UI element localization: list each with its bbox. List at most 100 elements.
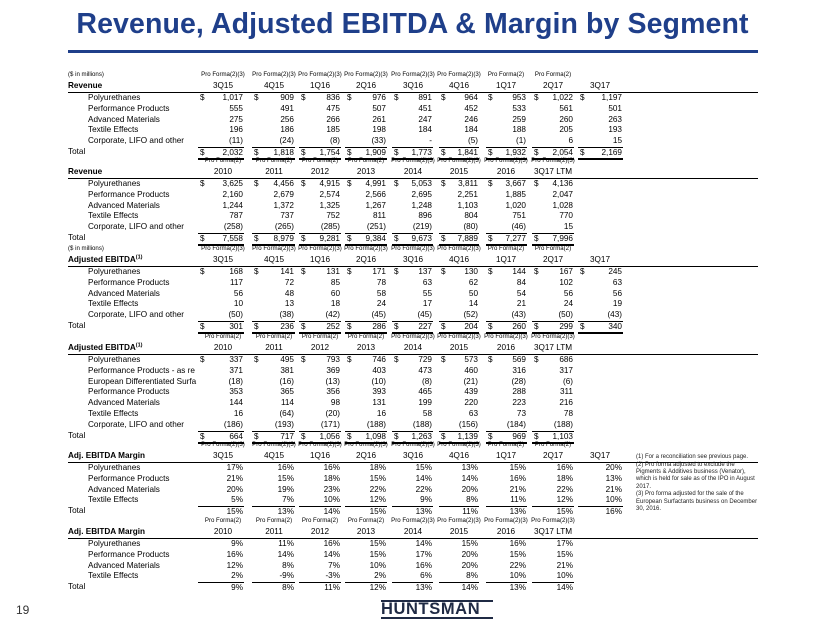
table-cell: 56 xyxy=(612,288,622,298)
table-cell: 8% xyxy=(282,560,294,570)
table-cell: (188) xyxy=(553,420,573,430)
total-label: Total xyxy=(68,431,86,441)
table-cell: (16) xyxy=(279,376,294,386)
table-cell: 896 xyxy=(418,211,432,221)
pro-forma-label: Pro Forma(2)(3) xyxy=(298,245,342,252)
table-cell: 185 xyxy=(326,125,340,135)
table-cell: (50) xyxy=(228,310,243,320)
table-cell: 14% xyxy=(415,538,432,548)
period-header: 1Q17 xyxy=(495,80,517,90)
pro-forma-row: Pro Forma(2) Pro Forma(2) Pro Forma(2) Pro … xyxy=(68,332,758,343)
row-label: Textile Effects xyxy=(88,571,139,581)
table-cell: 15% xyxy=(556,549,573,559)
row-label: Corporate, LIFO and other xyxy=(88,136,185,146)
table-cell: 369 xyxy=(326,365,340,375)
table-row: Advanced Materials 56 48 60 58 55 50 54 56 56 xyxy=(68,289,758,300)
table-cell: 964 xyxy=(464,92,478,102)
pro-forma-row: Pro Forma(2) Pro Forma(2) Pro Forma(2) Pro … xyxy=(68,156,758,167)
dollar-sign: $ xyxy=(347,266,352,276)
period-header: 1Q16 xyxy=(309,80,331,90)
table-cell: (21) xyxy=(463,376,478,386)
dollar-sign: $ xyxy=(301,148,306,158)
pro-forma-label: Pro Forma(2) xyxy=(255,517,293,524)
dollar-sign: $ xyxy=(394,322,399,332)
period-header: 2010 xyxy=(213,342,233,352)
total-value: 1,263 xyxy=(411,432,433,442)
table-cell: 14% xyxy=(323,549,340,559)
row-label: Performance Products xyxy=(88,473,170,483)
dollar-sign: $ xyxy=(200,432,205,442)
period-header: 3Q16 xyxy=(402,80,424,90)
table-cell: 188 xyxy=(512,125,526,135)
table-row: Polyurethanes $337 $495 $793 $746 $729 $573 $56… xyxy=(68,355,758,366)
table-cell: 316 xyxy=(512,365,526,375)
total-cell-box: 13% xyxy=(486,506,527,517)
total-cell-box: $1,841 xyxy=(439,147,479,161)
table-cell: 460 xyxy=(464,365,478,375)
total-value: 1,841 xyxy=(457,148,479,158)
dollar-sign: $ xyxy=(254,266,259,276)
logo-wordmark: HUNTSMAN xyxy=(381,600,481,618)
table-cell: 288 xyxy=(512,387,526,397)
table-cell: 17% xyxy=(415,549,432,559)
total-cell-box: $7,889 xyxy=(439,233,479,247)
row-label: Performance Products - as re xyxy=(88,365,195,375)
period-header: 2Q17 xyxy=(542,254,564,264)
total-cell-box: 15% xyxy=(345,506,387,517)
table-cell: 78 xyxy=(563,409,573,419)
table-row: Textile Effects 16 (64) (20) 16 58 63 73 78 xyxy=(68,409,758,420)
pro-forma-label: Pro Forma(2) xyxy=(301,517,339,524)
table-cell: 1,197 xyxy=(601,92,623,102)
table-cell: 14% xyxy=(461,473,478,483)
table-cell: (50) xyxy=(558,310,573,320)
table-cell: 533 xyxy=(512,103,526,113)
pro-forma-label: Pro Forma(2)(3) xyxy=(437,245,481,252)
row-label: Textile Effects xyxy=(88,299,139,309)
table-row: Performance Products 2,160 2,679 2,574 2,566… xyxy=(68,190,758,201)
total-cell-box: $204 xyxy=(439,321,479,335)
pro-forma-label: Pro Forma(2)(3) xyxy=(391,157,435,164)
table-cell: 561 xyxy=(559,103,573,113)
total-value: 7,996 xyxy=(552,234,574,244)
table-cell: 17% xyxy=(556,538,573,548)
row-label: Performance Products xyxy=(88,277,170,287)
dollar-sign: $ xyxy=(394,148,399,158)
table-cell: 102 xyxy=(559,277,573,287)
period-header: 4Q16 xyxy=(448,80,470,90)
table-row: Polyurethanes $1,017 $909 $836 $976 $891 $964 $… xyxy=(68,93,758,104)
table-cell: 16% xyxy=(509,473,526,483)
table-cell: (33) xyxy=(371,136,386,146)
dollar-sign: $ xyxy=(534,266,539,276)
total-cell-box: 16% xyxy=(578,506,623,517)
total-cell-box: $301 xyxy=(198,321,244,335)
table-cell: 85 xyxy=(330,277,340,287)
total-value: 227 xyxy=(418,322,432,332)
pro-forma-label: Pro Forma(2)(3) xyxy=(298,71,342,78)
row-label: Corporate, LIFO and other xyxy=(88,420,185,430)
pro-forma-label: Pro Forma(2)(3) xyxy=(344,71,388,78)
total-value: 204 xyxy=(464,322,478,332)
table-cell: 73 xyxy=(516,409,526,419)
table-cell: 495 xyxy=(280,354,294,364)
footnote-marker: (1) xyxy=(135,254,143,261)
pro-forma-label: Pro Forma(2)(3) xyxy=(484,517,528,524)
table-cell: 1,017 xyxy=(222,92,244,102)
total-cell-box: $2,032 xyxy=(198,147,244,161)
period-header: 2013 xyxy=(356,526,376,536)
pro-forma-label: Pro Forma(2) xyxy=(487,71,525,78)
table-cell: 23% xyxy=(323,484,340,494)
total-cell-box: $227 xyxy=(392,321,433,335)
table-cell: 4,136 xyxy=(552,178,574,188)
table-cell: 130 xyxy=(464,266,478,276)
period-header: 2Q16 xyxy=(355,80,377,90)
dollar-sign: $ xyxy=(347,322,352,332)
total-value: 11% xyxy=(324,583,340,593)
period-header: 2012 xyxy=(310,342,330,352)
pro-forma-label: Pro Forma(2) xyxy=(487,441,525,448)
pro-forma-label: Pro Forma(2)(3) xyxy=(298,441,342,448)
pro-forma-label: Pro Forma(2) xyxy=(347,517,385,524)
table-cell: 13% xyxy=(461,462,478,472)
total-value: 9,384 xyxy=(365,234,387,244)
table-cell: 216 xyxy=(559,398,573,408)
total-cell-box: $260 xyxy=(486,321,527,335)
